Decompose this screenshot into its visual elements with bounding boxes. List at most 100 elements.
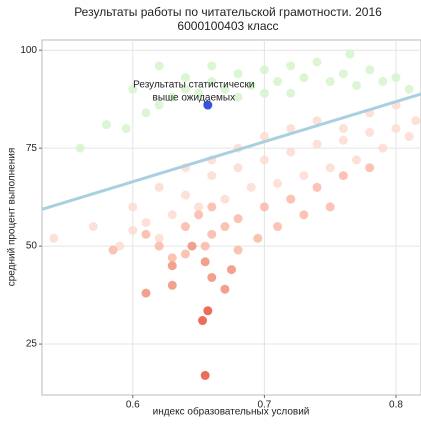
point <box>286 88 296 98</box>
plot-background <box>41 39 421 396</box>
point <box>220 222 230 232</box>
point <box>259 202 269 212</box>
point <box>246 80 256 90</box>
point <box>154 241 164 251</box>
point <box>233 214 243 224</box>
point <box>167 92 177 102</box>
point <box>352 80 362 90</box>
point <box>233 69 243 79</box>
chart-title: Результаты работы по читательской грамот… <box>74 5 382 19</box>
point <box>180 73 190 83</box>
point <box>194 202 204 212</box>
point <box>312 182 322 192</box>
point <box>233 92 243 102</box>
point <box>286 194 296 204</box>
point <box>378 143 388 153</box>
point <box>286 147 296 157</box>
point <box>194 88 204 98</box>
point <box>259 131 269 141</box>
point <box>180 84 190 94</box>
point <box>141 229 151 239</box>
point <box>312 57 322 67</box>
point <box>220 284 230 294</box>
point <box>203 306 213 316</box>
point <box>108 245 118 255</box>
point <box>227 265 236 275</box>
point <box>128 225 138 235</box>
point <box>220 84 230 94</box>
point <box>273 222 283 232</box>
annotation: Результаты статистически <box>133 80 254 91</box>
point <box>194 210 204 220</box>
point <box>207 202 217 212</box>
point <box>338 124 348 134</box>
point <box>338 135 348 145</box>
point <box>365 127 375 137</box>
point <box>378 77 388 87</box>
y-axis-label: средний процент выполнения <box>7 148 18 287</box>
point <box>180 249 190 259</box>
point <box>233 163 243 173</box>
point <box>299 210 309 220</box>
point <box>365 65 375 75</box>
point <box>200 370 210 380</box>
y-tick-label: 25 <box>26 339 38 350</box>
point <box>338 69 348 79</box>
point <box>167 280 177 290</box>
point <box>101 120 111 130</box>
point <box>167 261 177 271</box>
point <box>167 253 177 263</box>
x-axis-label: индекс образовательных условий <box>153 406 310 418</box>
point <box>198 316 208 326</box>
point <box>207 61 217 71</box>
point <box>141 288 151 298</box>
point <box>411 116 421 126</box>
point <box>312 116 322 126</box>
point <box>207 272 217 282</box>
point <box>220 194 230 204</box>
point <box>128 202 138 212</box>
point <box>345 49 355 59</box>
point <box>154 182 164 192</box>
point <box>273 178 283 188</box>
trend-line <box>41 92 421 211</box>
point <box>286 61 296 71</box>
point <box>404 131 414 141</box>
point <box>154 61 164 71</box>
point <box>391 124 401 134</box>
point <box>299 73 309 83</box>
point <box>115 241 125 251</box>
point <box>259 155 269 165</box>
point <box>325 163 335 173</box>
point <box>203 100 213 110</box>
point <box>365 163 375 173</box>
point <box>299 171 309 181</box>
point <box>200 257 210 267</box>
point <box>180 222 190 232</box>
point <box>121 124 131 134</box>
annotation: выше ожидаемых <box>153 93 236 104</box>
point <box>246 182 256 192</box>
point <box>325 202 335 212</box>
point <box>404 84 414 94</box>
point <box>259 65 269 75</box>
point <box>200 241 210 251</box>
point <box>391 73 401 83</box>
point <box>141 108 151 118</box>
y-tick-label: 100 <box>20 45 37 56</box>
point <box>253 233 263 243</box>
point <box>154 100 164 110</box>
x-tick-label: 0.6 <box>126 400 140 411</box>
point <box>338 171 348 181</box>
point <box>180 190 190 200</box>
point <box>167 210 177 220</box>
point <box>286 124 296 134</box>
point <box>128 84 138 94</box>
point <box>259 88 269 98</box>
point <box>49 233 59 243</box>
y-tick-label: 75 <box>26 143 38 154</box>
point <box>352 155 362 165</box>
point <box>207 77 217 87</box>
point <box>273 77 283 87</box>
